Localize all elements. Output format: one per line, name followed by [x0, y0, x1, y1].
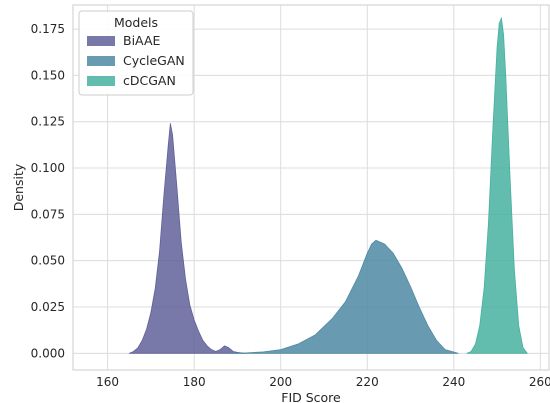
y-tick-label: 0.100 [31, 161, 65, 175]
legend-box [78, 10, 194, 96]
x-tick-label: 220 [356, 375, 379, 389]
x-tick-label: 160 [96, 375, 119, 389]
legend-label-biaae: BiAAE [123, 33, 160, 48]
y-tick-label: 0.125 [31, 115, 65, 129]
y-tick-label: 0.000 [31, 346, 65, 360]
y-tick-label: 0.150 [31, 68, 65, 82]
legend-swatch-cyclegan [87, 56, 115, 66]
x-tick-label: 180 [183, 375, 206, 389]
density-area-cyclegan [228, 239, 459, 354]
x-axis-label: FID Score [281, 390, 341, 403]
legend-swatch-cdcgan [87, 76, 115, 86]
y-axis-label: Density [11, 163, 26, 211]
series-layer [128, 17, 528, 354]
x-tick-label: 260 [529, 375, 550, 389]
x-tick-label: 200 [269, 375, 292, 389]
density-area-biaae [128, 123, 247, 354]
legend-label-cyclegan: CycleGAN [123, 53, 185, 68]
x-tick-label: 240 [442, 375, 465, 389]
axes: 160 180 200 220 240 260 0.000 0.025 0.050 0.075 0.… [31, 22, 550, 389]
y-tick-label: 0.050 [31, 254, 65, 268]
legend-swatch-biaae [87, 36, 115, 46]
y-tick-label: 0.025 [31, 300, 65, 314]
legend-label-cdcgan: cDCGAN [123, 73, 176, 88]
legend-title: Models [114, 15, 158, 30]
legend: Models BiAAE CycleGAN cDCGAN [78, 10, 194, 96]
y-tick-label: 0.175 [31, 22, 65, 36]
y-tick-label: 0.075 [31, 207, 65, 221]
density-area-cdcgan [466, 17, 528, 354]
